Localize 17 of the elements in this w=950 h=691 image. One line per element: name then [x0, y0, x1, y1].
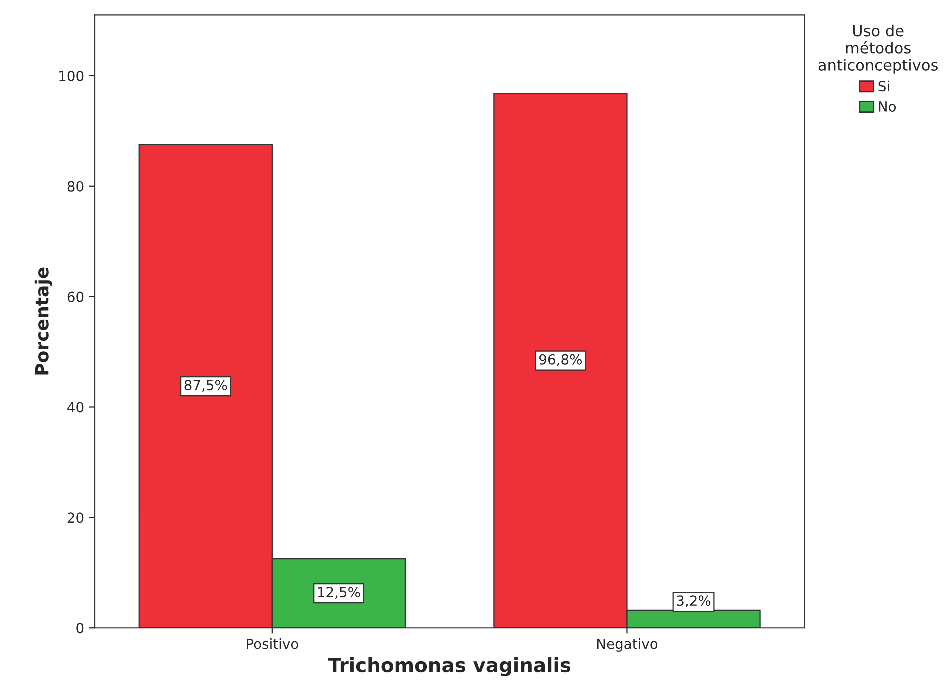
x-tick-label: Negativo	[597, 638, 658, 652]
data-label: 96,8%	[540, 354, 582, 366]
y-axis-title: Porcentaje	[34, 268, 53, 375]
y-tick-label: 40	[68, 402, 84, 413]
y-tick-label: 100	[60, 70, 84, 82]
data-label: 12,5%	[318, 587, 360, 600]
legend-title: Uso de métodos anticonceptivos	[818, 24, 938, 74]
legend-label: No	[879, 102, 896, 112]
x-axis-title: Trichomonas vaginalis	[328, 658, 571, 677]
y-tick-label: 20	[68, 512, 84, 524]
y-tick-label: 0	[76, 623, 84, 634]
data-label: 3,2%	[677, 596, 711, 608]
legend-label: Si	[878, 80, 890, 92]
x-tick-label: Positivo	[247, 638, 298, 650]
y-tick-label: 60	[68, 292, 84, 302]
y-tick-label: 80	[68, 181, 84, 192]
data-label: 87,5%	[184, 380, 228, 392]
